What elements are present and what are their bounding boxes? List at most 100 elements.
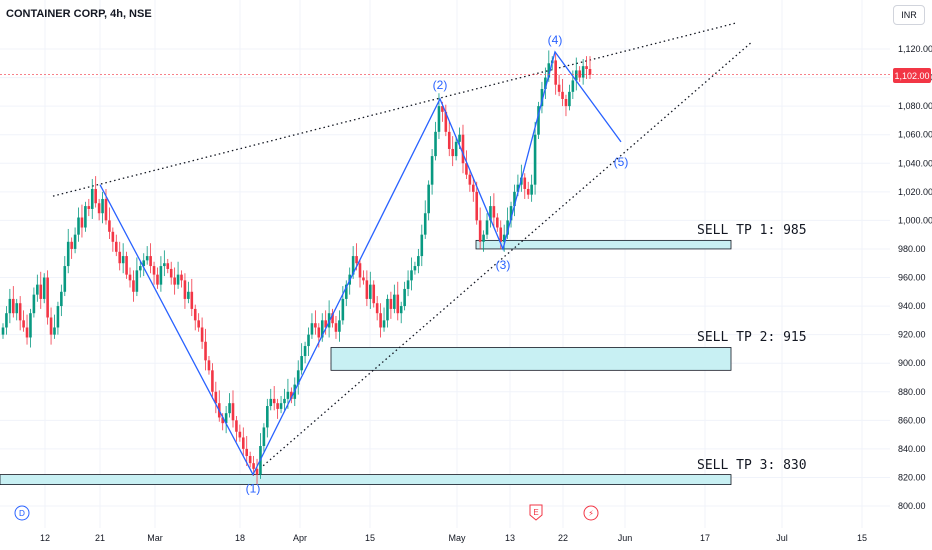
y-tick-label: 920.00 [898, 330, 926, 340]
candle-body [468, 174, 472, 185]
event-earnings-icon[interactable]: E [529, 504, 543, 521]
candle-body [365, 280, 369, 299]
candle-body [169, 268, 173, 278]
candle-body [581, 66, 585, 78]
grid-lines [0, 0, 890, 528]
candle-body [382, 320, 386, 328]
candle-body [163, 263, 166, 267]
candle-body [42, 277, 46, 299]
candle-body [149, 256, 152, 267]
last-price-tag: 1,102.00 [893, 68, 931, 83]
candle-body [159, 266, 163, 285]
candle-body [29, 313, 32, 338]
candle-body [413, 266, 417, 271]
candle-body [341, 298, 345, 321]
candle-body [523, 177, 527, 189]
candle-body [266, 406, 269, 428]
candle-body [114, 241, 118, 252]
candle-body [437, 106, 441, 132]
candle-body [530, 184, 533, 195]
dividend-marker-shape [14, 505, 30, 521]
upper-trendline [52, 22, 736, 197]
candle-body [1, 327, 5, 335]
candle-body [471, 184, 475, 192]
symbol-title: CONTAINER CORP, 4h, NSE [6, 8, 152, 20]
target-zones [0, 239, 732, 485]
x-tick-label: 13 [505, 533, 515, 543]
candle-body [427, 184, 430, 214]
candle-body [39, 284, 43, 299]
wave-path [99, 50, 622, 477]
x-tick-label: Apr [293, 533, 307, 543]
event-dividend-icon[interactable]: D [14, 505, 30, 521]
event-markers[interactable]: D E ⚡ [14, 504, 599, 521]
candle-body [537, 106, 540, 135]
candle-body [238, 431, 242, 438]
candle-body [286, 391, 290, 399]
target-zone-3 [0, 474, 732, 485]
sell-tp-label-1: SELL TP 1: 985 [697, 223, 807, 239]
candle-body [36, 284, 39, 295]
candle-body [183, 280, 187, 299]
y-tick-label: 940.00 [898, 301, 926, 311]
candle-body [303, 346, 307, 357]
candle-body [248, 456, 252, 464]
candle-body [11, 298, 15, 314]
candle-body [53, 327, 56, 335]
target-zone-1 [475, 239, 732, 250]
y-tick-label: 1,060.00 [898, 130, 932, 140]
y-tick-label: 900.00 [898, 358, 926, 368]
candle-body [334, 323, 338, 332]
candle-body [276, 403, 279, 409]
candle-body [214, 391, 218, 404]
candle-body [5, 313, 8, 328]
y-tick-label: 880.00 [898, 387, 926, 397]
y-tick-label: 1,020.00 [898, 187, 932, 197]
candle-body [22, 320, 25, 328]
candle-body [492, 206, 496, 218]
candle-body [111, 231, 115, 242]
candle-body [231, 403, 235, 421]
price-axis[interactable]: 800.00 820.00 840.00 860.00 880.00 900.00 920.… [898, 44, 932, 511]
candle-body [121, 256, 125, 264]
candle-body [25, 327, 29, 338]
candle-body [190, 291, 194, 309]
candle-body [561, 91, 564, 99]
candle-body [200, 327, 204, 342]
candle-body [224, 413, 228, 424]
candle-body [324, 320, 327, 328]
candle-body [454, 141, 458, 157]
candle-body [362, 277, 365, 281]
time-axis[interactable]: 12 21 Mar 18 Apr 15 May 13 22 Jun 17 Jul 15 [40, 533, 867, 543]
candle-body [221, 417, 224, 424]
candle-body [307, 334, 310, 347]
currency-button[interactable]: INR [893, 5, 925, 25]
candle-body [241, 437, 245, 449]
candle-body [461, 134, 465, 164]
candle-body [66, 241, 70, 267]
y-tick-label: 960.00 [898, 273, 926, 283]
candle-body [245, 448, 249, 457]
candle-body [197, 320, 200, 328]
candle-body [568, 91, 571, 107]
candle-body [142, 260, 146, 267]
candle-body [475, 191, 479, 221]
split-marker-shape [583, 505, 599, 521]
candle-body [403, 288, 406, 307]
candle-body [379, 313, 382, 328]
candle-body [389, 298, 393, 309]
candle-body [145, 256, 149, 261]
candle-body [485, 220, 489, 235]
x-tick-label: 12 [40, 533, 50, 543]
candle-body [272, 398, 276, 404]
candle-body [56, 306, 60, 328]
candle-body [489, 206, 492, 221]
sell-tp-label-3: SELL TP 3: 830 [697, 457, 807, 473]
candle-body [70, 241, 73, 249]
candle-body [87, 206, 91, 209]
candle-body [173, 277, 176, 285]
event-split-icon[interactable]: ⚡ [583, 505, 599, 521]
candle-body [300, 356, 303, 371]
candle-body [15, 303, 19, 314]
